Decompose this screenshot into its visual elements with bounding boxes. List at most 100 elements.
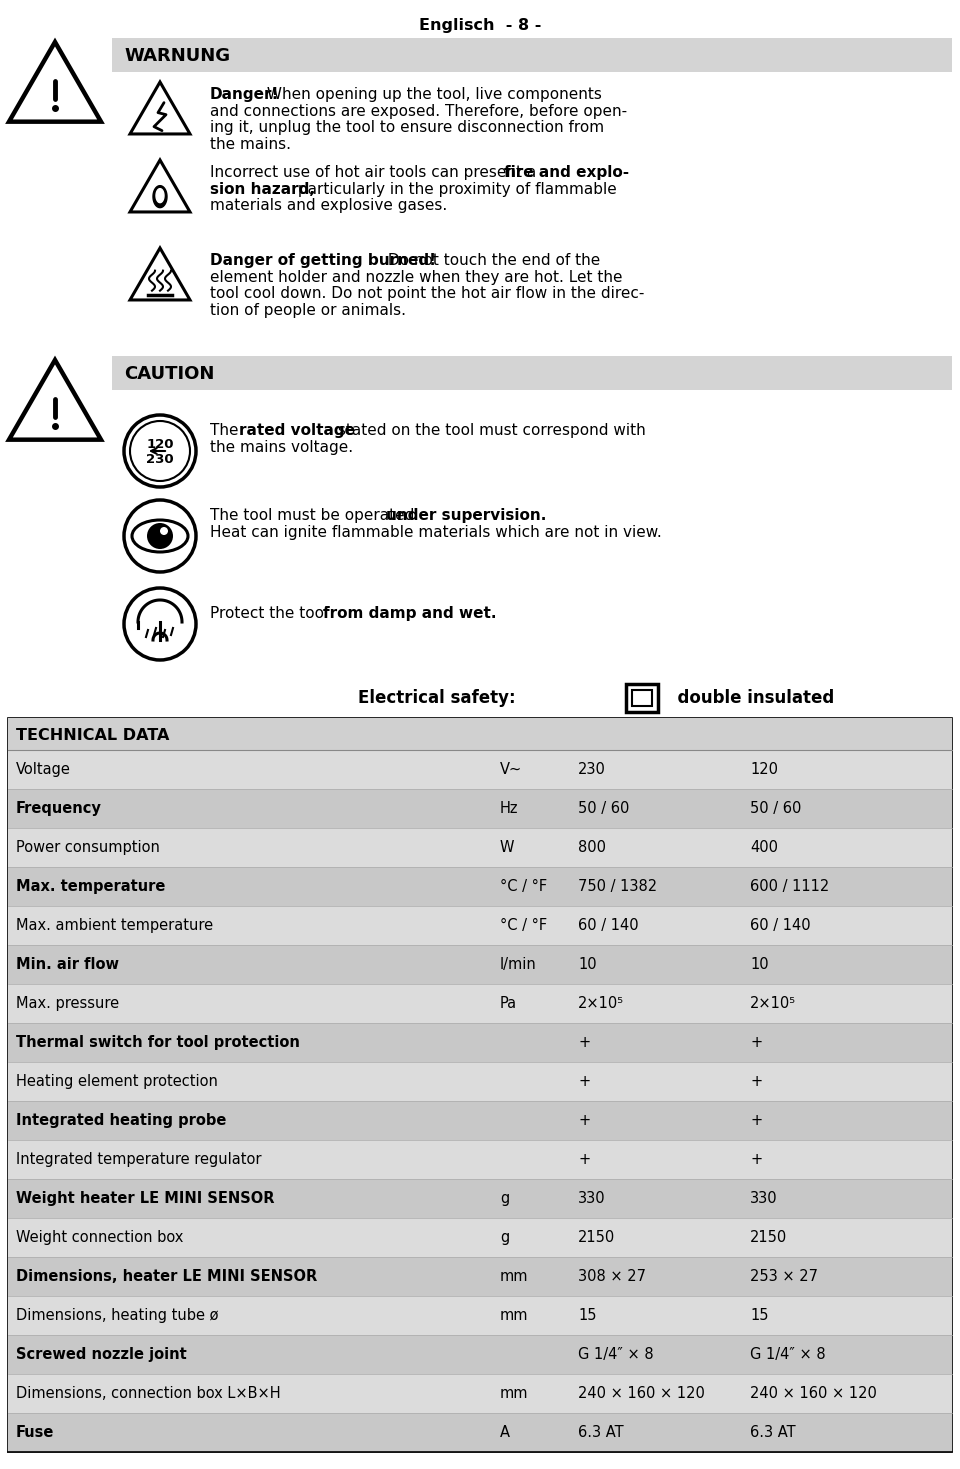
Text: Protect the tool: Protect the tool — [210, 607, 333, 621]
Polygon shape — [156, 188, 164, 203]
FancyBboxPatch shape — [8, 1257, 952, 1296]
Text: 10: 10 — [750, 956, 769, 972]
FancyBboxPatch shape — [8, 1140, 952, 1180]
FancyBboxPatch shape — [8, 751, 952, 789]
FancyBboxPatch shape — [8, 789, 952, 829]
Text: Max. ambient temperature: Max. ambient temperature — [16, 918, 213, 933]
FancyBboxPatch shape — [8, 1335, 952, 1374]
Text: Dimensions, heating tube ø: Dimensions, heating tube ø — [16, 1307, 219, 1324]
Text: particularly in the proximity of flammable: particularly in the proximity of flammab… — [293, 182, 616, 197]
Text: Dimensions, connection box L×B×H: Dimensions, connection box L×B×H — [16, 1385, 280, 1401]
Text: 2×10⁵: 2×10⁵ — [578, 996, 624, 1011]
Text: °C / °F: °C / °F — [500, 918, 547, 933]
Text: 330: 330 — [578, 1191, 606, 1206]
Text: 400: 400 — [750, 840, 778, 855]
FancyBboxPatch shape — [8, 945, 952, 984]
Text: rated voltage: rated voltage — [239, 423, 355, 438]
Text: the mains.: the mains. — [210, 137, 291, 151]
Text: g: g — [500, 1191, 509, 1206]
Text: and connections are exposed. Therefore, before open-: and connections are exposed. Therefore, … — [210, 103, 627, 119]
Text: Max. pressure: Max. pressure — [16, 996, 119, 1011]
Text: CAUTION: CAUTION — [124, 364, 214, 383]
Text: +: + — [750, 1152, 762, 1166]
Text: Electrical safety:: Electrical safety: — [358, 689, 516, 707]
Text: Danger of getting burned!: Danger of getting burned! — [210, 253, 436, 267]
Circle shape — [147, 523, 173, 549]
Text: 600 / 1112: 600 / 1112 — [750, 878, 829, 895]
Text: W: W — [500, 840, 515, 855]
Text: g: g — [500, 1230, 509, 1246]
Text: Integrated temperature regulator: Integrated temperature regulator — [16, 1152, 261, 1166]
Text: Pa: Pa — [500, 996, 517, 1011]
FancyBboxPatch shape — [8, 984, 952, 1022]
Text: 120: 120 — [750, 762, 778, 777]
Text: 6.3 AT: 6.3 AT — [750, 1425, 796, 1440]
Text: The tool must be operated: The tool must be operated — [210, 508, 420, 523]
Text: TECHNICAL DATA: TECHNICAL DATA — [16, 727, 169, 742]
Text: 60 / 140: 60 / 140 — [578, 918, 638, 933]
Text: mm: mm — [500, 1269, 529, 1284]
Text: tion of people or animals.: tion of people or animals. — [210, 303, 406, 317]
Text: Incorrect use of hot air tools can present a: Incorrect use of hot air tools can prese… — [210, 165, 541, 181]
FancyBboxPatch shape — [112, 38, 952, 72]
Text: under supervision.: under supervision. — [386, 508, 546, 523]
FancyBboxPatch shape — [8, 829, 952, 867]
Text: 2150: 2150 — [750, 1230, 787, 1246]
Text: 240 × 160 × 120: 240 × 160 × 120 — [578, 1385, 705, 1401]
FancyBboxPatch shape — [8, 1180, 952, 1218]
FancyBboxPatch shape — [112, 355, 952, 389]
Text: 800: 800 — [578, 840, 606, 855]
Text: Heating element protection: Heating element protection — [16, 1074, 218, 1089]
Text: 230: 230 — [578, 762, 606, 777]
Text: Do not touch the end of the: Do not touch the end of the — [383, 253, 600, 267]
Text: element holder and nozzle when they are hot. Let the: element holder and nozzle when they are … — [210, 269, 622, 285]
Text: G 1/4″ × 8: G 1/4″ × 8 — [578, 1347, 654, 1362]
Text: +: + — [578, 1036, 590, 1050]
Text: V~: V~ — [500, 762, 522, 777]
Text: sion hazard,: sion hazard, — [210, 182, 315, 197]
Text: Weight heater LE MINI SENSOR: Weight heater LE MINI SENSOR — [16, 1191, 275, 1206]
Text: Screwed nozzle joint: Screwed nozzle joint — [16, 1347, 187, 1362]
Text: from damp and wet.: from damp and wet. — [323, 607, 496, 621]
Text: G 1/4″ × 8: G 1/4″ × 8 — [750, 1347, 826, 1362]
Text: Max. temperature: Max. temperature — [16, 878, 165, 895]
Text: Heat can ignite flammable materials which are not in view.: Heat can ignite flammable materials whic… — [210, 524, 661, 539]
Text: 50 / 60: 50 / 60 — [578, 801, 630, 815]
FancyBboxPatch shape — [8, 1374, 952, 1413]
FancyBboxPatch shape — [8, 1413, 952, 1451]
Text: materials and explosive gases.: materials and explosive gases. — [210, 198, 447, 213]
Bar — [626, 685, 658, 712]
Text: Fuse: Fuse — [16, 1425, 55, 1440]
Text: +: + — [750, 1036, 762, 1050]
Text: 50 / 60: 50 / 60 — [750, 801, 802, 815]
FancyBboxPatch shape — [8, 1062, 952, 1100]
Text: WARNUNG: WARNUNG — [124, 47, 230, 65]
Text: tool cool down. Do not point the hot air flow in the direc-: tool cool down. Do not point the hot air… — [210, 286, 644, 301]
Text: Thermal switch for tool protection: Thermal switch for tool protection — [16, 1036, 300, 1050]
Text: Power consumption: Power consumption — [16, 840, 160, 855]
Text: +: + — [750, 1114, 762, 1128]
Text: °C / °F: °C / °F — [500, 878, 547, 895]
FancyBboxPatch shape — [8, 1022, 952, 1062]
Text: stated on the tool must correspond with: stated on the tool must correspond with — [333, 423, 646, 438]
Text: 10: 10 — [578, 956, 596, 972]
Text: +: + — [750, 1074, 762, 1089]
Text: 15: 15 — [578, 1307, 596, 1324]
Text: Min. air flow: Min. air flow — [16, 956, 119, 972]
Text: 60 / 140: 60 / 140 — [750, 918, 810, 933]
FancyBboxPatch shape — [8, 1100, 952, 1140]
Text: l/min: l/min — [500, 956, 537, 972]
Text: 230: 230 — [146, 452, 174, 466]
Text: mm: mm — [500, 1385, 529, 1401]
Ellipse shape — [132, 520, 188, 552]
Text: 253 × 27: 253 × 27 — [750, 1269, 818, 1284]
Text: 120: 120 — [146, 438, 174, 451]
Text: +: + — [578, 1074, 590, 1089]
Polygon shape — [153, 185, 167, 207]
Circle shape — [160, 527, 168, 535]
Text: When opening up the tool, live components: When opening up the tool, live component… — [262, 87, 602, 101]
Text: 2150: 2150 — [578, 1230, 615, 1246]
Text: Danger!: Danger! — [210, 87, 279, 101]
Text: Dimensions, heater LE MINI SENSOR: Dimensions, heater LE MINI SENSOR — [16, 1269, 317, 1284]
Text: 750 / 1382: 750 / 1382 — [578, 878, 658, 895]
